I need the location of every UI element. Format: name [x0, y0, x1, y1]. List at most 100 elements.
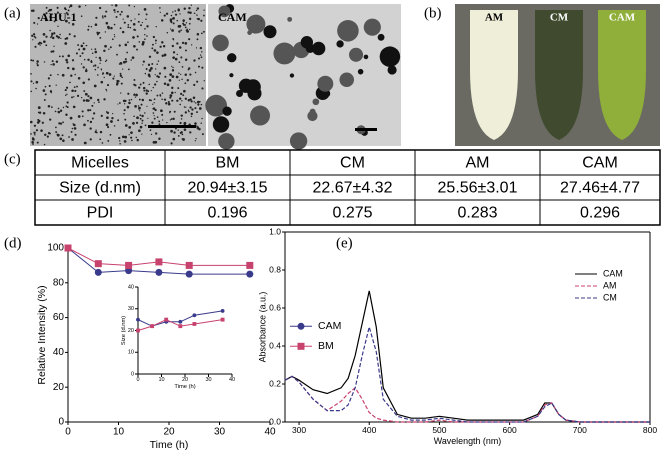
tube — [535, 10, 583, 140]
legend-label: BM — [318, 340, 334, 352]
tube — [470, 10, 518, 140]
particle — [71, 127, 74, 130]
particle — [123, 60, 126, 64]
particle — [113, 34, 116, 36]
particle — [145, 18, 147, 21]
y-tick-label: 1.0 — [269, 226, 281, 236]
particle — [32, 9, 35, 12]
particle — [120, 82, 123, 85]
particle — [92, 65, 95, 67]
particle — [133, 78, 136, 81]
particle — [36, 23, 39, 25]
particle — [55, 60, 59, 63]
particle — [67, 9, 70, 12]
particle — [139, 125, 143, 129]
particle — [154, 74, 156, 76]
particle — [145, 92, 148, 95]
panel-label: (e) — [336, 235, 353, 251]
particle — [128, 125, 132, 129]
particle — [171, 65, 173, 67]
particle — [76, 85, 79, 88]
particle — [86, 45, 88, 47]
particle — [163, 66, 167, 70]
particle — [174, 10, 177, 12]
particle — [156, 80, 158, 83]
particle — [99, 130, 103, 134]
particle — [32, 143, 34, 145]
particle — [138, 86, 141, 89]
particle — [141, 122, 143, 124]
particle — [151, 47, 154, 50]
particle — [118, 44, 121, 47]
particle — [33, 21, 36, 24]
particle — [55, 35, 59, 38]
particle — [30, 59, 33, 62]
particle — [190, 44, 193, 46]
particle — [119, 62, 123, 65]
particle — [104, 60, 107, 63]
marker — [178, 324, 183, 329]
particle — [174, 57, 178, 61]
particle — [130, 98, 133, 101]
particle — [193, 59, 196, 62]
particle — [32, 39, 34, 41]
particle — [317, 75, 334, 92]
particle — [183, 89, 186, 93]
particle — [196, 38, 199, 41]
particle — [119, 72, 122, 75]
particle — [155, 42, 157, 44]
particle — [201, 66, 204, 69]
marker — [136, 328, 140, 333]
particle — [100, 80, 104, 84]
particle — [120, 92, 122, 94]
series-line — [67, 247, 250, 266]
particle — [144, 28, 146, 30]
particle — [94, 23, 98, 26]
particle — [250, 105, 271, 126]
particle — [196, 111, 198, 114]
particle — [111, 116, 114, 120]
x-tick-label: 600 — [503, 425, 517, 435]
particle — [179, 121, 182, 125]
particle — [101, 142, 104, 144]
particle — [66, 93, 68, 95]
particle — [156, 51, 159, 54]
particle — [195, 9, 198, 12]
particle — [43, 40, 46, 44]
particle — [45, 44, 48, 47]
particle — [133, 5, 136, 8]
particle — [31, 140, 34, 144]
table-cell: 25.56±3.01 — [438, 180, 518, 197]
particle — [99, 62, 101, 64]
y-tick-label: 80 — [53, 277, 65, 288]
particle — [105, 88, 107, 91]
particle — [198, 65, 200, 68]
particle — [38, 111, 42, 114]
particle — [161, 41, 164, 44]
particle — [71, 96, 73, 99]
particle — [188, 110, 190, 113]
particle — [245, 79, 261, 95]
particle — [65, 11, 68, 14]
particle — [120, 10, 123, 13]
y-tick-label: 0.6 — [269, 302, 281, 312]
particle — [74, 90, 77, 92]
particle — [170, 14, 173, 17]
particle — [172, 137, 176, 141]
particle — [167, 102, 171, 106]
particle — [112, 112, 114, 115]
particle — [139, 110, 141, 112]
particle — [114, 36, 116, 38]
particle — [199, 46, 203, 50]
particle — [336, 40, 344, 48]
particle — [51, 13, 53, 15]
particle — [64, 19, 68, 23]
particle — [153, 115, 155, 117]
particle — [156, 94, 159, 97]
particle — [129, 26, 132, 29]
particle — [146, 35, 148, 37]
particle — [83, 90, 86, 92]
particle — [184, 73, 188, 77]
particle — [172, 117, 175, 121]
